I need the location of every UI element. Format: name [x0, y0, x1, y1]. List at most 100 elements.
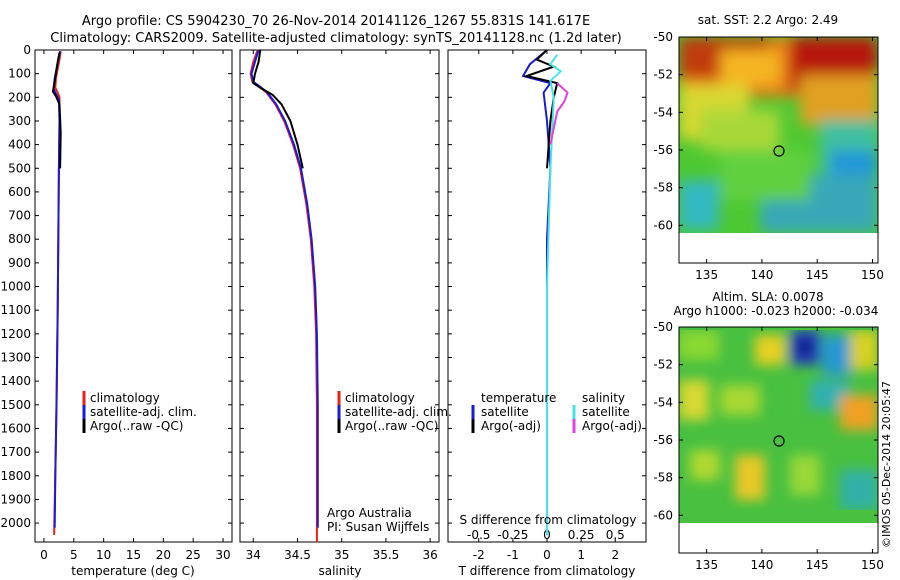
- sst-map-lon-axis: 135 140 145 150: [695, 37, 884, 282]
- depth-tick-label: 1200: [0, 327, 31, 341]
- imos-watermark: ©IMOS 05-Dec-2014 20:05:47: [880, 381, 893, 548]
- depth-tick-label: 600: [8, 185, 31, 199]
- depth-tick-label: 1900: [0, 492, 31, 506]
- legend-label-temperature-satellite: satellite: [481, 405, 529, 419]
- salinity-x-axis: 34 34.5 35 35.5 36: [246, 50, 438, 562]
- difference-x-tick-label: 1: [577, 548, 585, 562]
- lon-tick-label: 145: [806, 268, 829, 282]
- depth-tick-label: 900: [8, 256, 31, 270]
- s-difference-tick-label: 0.5: [606, 528, 625, 542]
- salinity-x-tick-label: 35: [334, 548, 349, 562]
- sst-map-lat-axis: -50 -52 -54 -56 -58 -60: [653, 30, 878, 232]
- salinity-lines: [249, 49, 319, 542]
- lat-tick-label: -54: [653, 105, 673, 119]
- salinity-x-tick-label: 34.5: [284, 548, 311, 562]
- depth-tick-label: 100: [8, 67, 31, 81]
- lon-tick-label: 135: [695, 268, 718, 282]
- lon-tick-label: 140: [750, 558, 773, 572]
- s-difference-tick-label: -0.25: [497, 528, 528, 542]
- lat-tick-label: -56: [653, 433, 673, 447]
- legend-label-climatology: climatology: [90, 391, 160, 405]
- series-satellite-adj-clim-line: [52, 50, 62, 528]
- sla-map-lat-axis: -50 -52 -54 -56 -58 -60: [653, 320, 878, 522]
- depth-tick-label: 1300: [0, 351, 31, 365]
- sst-map-title: sat. SST: 2.2 Argo: 2.49: [698, 13, 838, 27]
- lat-tick-label: -52: [653, 358, 673, 372]
- depth-tick-label: 0: [23, 43, 31, 57]
- lon-tick-label: 145: [806, 558, 829, 572]
- depth-tick-label: 400: [8, 138, 31, 152]
- difference-x-tick-label: 2: [611, 548, 619, 562]
- sla-profile-marker: [773, 435, 785, 447]
- depth-tick-label: 2000: [0, 516, 31, 530]
- salinity-annotation-line-2: PI: Susan Wijffels: [327, 520, 429, 534]
- depth-tick-label: 1800: [0, 469, 31, 483]
- s-difference-tick-label: 0: [543, 528, 551, 542]
- s-difference-tick-label: -0.5: [467, 528, 490, 542]
- temperature-x-tick-label: 0: [40, 548, 48, 562]
- series-satellite-adj-clim-line: [250, 49, 319, 528]
- salinity-legend: climatology satellite-adj. clim. Argo(..…: [337, 391, 452, 433]
- temperature-x-tick-label: 15: [126, 548, 141, 562]
- depth-tick-label: 500: [8, 161, 31, 175]
- depth-tick-label: 800: [8, 232, 31, 246]
- depth-tick-label: 1000: [0, 280, 31, 294]
- title-line-2: Climatology: CARS2009. Satellite-adjuste…: [50, 31, 622, 46]
- difference-x-tick-label: -1: [507, 548, 519, 562]
- temperature-panel: 0100200300400500600700800900100011001200…: [0, 43, 646, 578]
- s-difference-tick-label: 0.25: [568, 528, 595, 542]
- sst-heatmap: [679, 37, 878, 233]
- depth-tick-label: 200: [8, 90, 31, 104]
- depth-tick-label: 1700: [0, 445, 31, 459]
- depth-axis: 0 100 200 300 400 500 600 700 800 900 1000 1100 1200…: [0, 43, 646, 530]
- legend-group-salinity: salinity: [582, 391, 625, 405]
- sst-map: sat. SST: 2.2 Argo: 2.49 -50 -52 -54 -56 -58: [653, 13, 884, 282]
- lat-tick-label: -58: [653, 471, 673, 485]
- lat-tick-label: -58: [653, 181, 673, 195]
- legend-group-temperature: temperature: [481, 391, 556, 405]
- t-difference-xlabel: T difference from climatology: [458, 564, 636, 578]
- difference-x-tick-label: -2: [473, 548, 485, 562]
- s-difference-xlabel: S difference from climatology: [460, 513, 637, 527]
- legend-label-salinity-argo: Argo(-adj): [582, 419, 642, 433]
- legend-label-temperature-argo: Argo(-adj): [481, 419, 541, 433]
- depth-tick-label: 1400: [0, 374, 31, 388]
- legend-label-salinity-satellite: satellite: [582, 405, 630, 419]
- legend-label-climatology: climatology: [345, 391, 415, 405]
- s-difference-x-axis: -0.5 -0.25 0 0.25 0.5: [467, 528, 625, 542]
- lat-tick-label: -52: [653, 68, 673, 82]
- series-salinity-satellite-line: [546, 54, 563, 535]
- temperature-x-tick-label: 10: [96, 548, 111, 562]
- temperature-x-axis: 0 5 10 15 20 25 30: [40, 50, 231, 562]
- temperature-xlabel: temperature (deg C): [71, 564, 194, 578]
- series-argo-raw-qc-line: [51, 52, 62, 169]
- series-climatology-line: [249, 49, 318, 542]
- difference-lines: [521, 49, 569, 535]
- temperature-x-tick-label: 20: [156, 548, 171, 562]
- legend-label-argo: Argo(..raw -QC): [345, 419, 438, 433]
- lat-tick-label: -60: [653, 218, 673, 232]
- depth-tick-label: 1100: [0, 303, 31, 317]
- lon-tick-label: 135: [695, 558, 718, 572]
- sla-map: Altim. SLA: 0.0078 Argo h1000: -0.023 h2…: [653, 290, 884, 572]
- depth-tick-label: 1500: [0, 398, 31, 412]
- salinity-x-tick-label: 35.5: [373, 548, 400, 562]
- salinity-x-tick-label: 34: [246, 548, 261, 562]
- temperature-x-tick-label: 25: [186, 548, 201, 562]
- salinity-annotation-line-1: Argo Australia: [327, 506, 412, 520]
- sla-map-title: Altim. SLA: 0.0078: [712, 290, 823, 304]
- t-difference-x-axis: -2 -1 0 1 2: [473, 50, 619, 562]
- legend-label-argo: Argo(..raw -QC): [90, 419, 183, 433]
- title-line-1: Argo profile: CS 5904230_70 26-Nov-2014 …: [82, 14, 590, 29]
- salinity-panel: 34 34.5 35 35.5 36 salinity climatology sate…: [239, 49, 452, 578]
- lon-tick-label: 140: [750, 268, 773, 282]
- temperature-axes: [34, 49, 233, 543]
- lat-tick-label: -54: [653, 395, 673, 409]
- sla-map-subtitle: Argo h1000: -0.023 h2000: -0.034: [674, 304, 879, 318]
- salinity-xlabel: salinity: [318, 564, 361, 578]
- lat-tick-label: -50: [653, 30, 673, 44]
- lat-tick-label: -60: [653, 508, 673, 522]
- depth-tick-label: 300: [8, 114, 31, 128]
- lat-tick-label: -56: [653, 143, 673, 157]
